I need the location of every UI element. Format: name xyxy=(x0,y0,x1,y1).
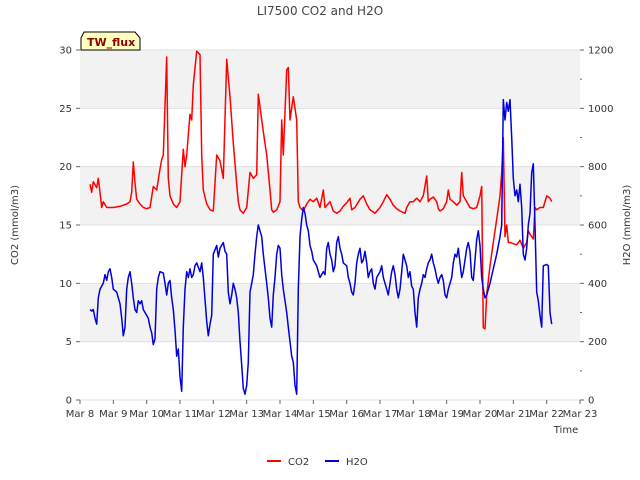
x-tick-label: Mar 15 xyxy=(296,409,331,420)
x-tick-label: Mar 9 xyxy=(99,409,127,420)
y-left-axis-title: CO2 (mmol/m3) xyxy=(10,185,21,265)
x-tick-label: Mar 19 xyxy=(429,409,464,420)
y-right-tick-label: 0 xyxy=(588,396,594,407)
legend-co2-label: CO2 xyxy=(288,457,309,468)
x-tick-label: Mar 23 xyxy=(563,409,598,420)
y-right-tick-label: 1000 xyxy=(588,104,613,115)
series-layer xyxy=(89,50,553,395)
y-left-tick-label: 30 xyxy=(59,46,72,57)
x-axis-title: Time xyxy=(553,425,578,436)
x-tick-label: Mar 17 xyxy=(363,409,398,420)
y-left-tick-label: 10 xyxy=(59,279,72,290)
shade-band xyxy=(80,50,580,109)
x-tick-label: Mar 22 xyxy=(529,409,564,420)
badge-label: TW_flux xyxy=(87,36,135,49)
shade-band xyxy=(80,283,580,342)
y-right-tick-label: 400 xyxy=(588,279,607,290)
series-line-co2 xyxy=(89,50,553,330)
y-left-tick-label: 0 xyxy=(66,396,72,407)
x-tick-label: Mar 18 xyxy=(396,409,431,420)
y-right-tick-label: 200 xyxy=(588,337,607,348)
x-tick-label: Mar 11 xyxy=(163,409,198,420)
x-tick-label: Mar 16 xyxy=(329,409,364,420)
chart-title: LI7500 CO2 and H2O xyxy=(257,4,383,18)
y-left-tick-label: 15 xyxy=(59,221,72,232)
y-right-tick-label: 600 xyxy=(588,221,607,232)
legend-h2o-label: H2O xyxy=(346,457,368,468)
series-line-h2o xyxy=(89,98,553,395)
x-tick-label: Mar 21 xyxy=(496,409,531,420)
x-tick-label: Mar 13 xyxy=(229,409,264,420)
y-right-axis-title: H2O (mmol/m3) xyxy=(622,185,633,266)
x-tick-label: Mar 20 xyxy=(463,409,498,420)
gridlines xyxy=(80,49,580,401)
y-left-tick-label: 5 xyxy=(66,337,72,348)
y-left-tick-label: 25 xyxy=(59,104,72,115)
x-tick-label: Mar 8 xyxy=(66,409,94,420)
tw-flux-badge: TW_flux xyxy=(80,31,141,51)
ticks: 0 5 10 15 20 25 30 0 200 400 600 800 1000 1200 Mar 8 Ma… xyxy=(59,46,613,421)
badge-background xyxy=(80,31,141,51)
legend: CO2 H2O xyxy=(267,457,368,468)
y-right-tick-label: 1200 xyxy=(588,46,613,57)
x-tick-label: Mar 14 xyxy=(263,409,298,420)
y-left-tick-label: 20 xyxy=(59,162,72,173)
background-bands xyxy=(80,50,580,342)
y-right-tick-label: 800 xyxy=(588,162,607,173)
x-tick-label: Mar 12 xyxy=(196,409,231,420)
x-tick-label: Mar 10 xyxy=(129,409,164,420)
